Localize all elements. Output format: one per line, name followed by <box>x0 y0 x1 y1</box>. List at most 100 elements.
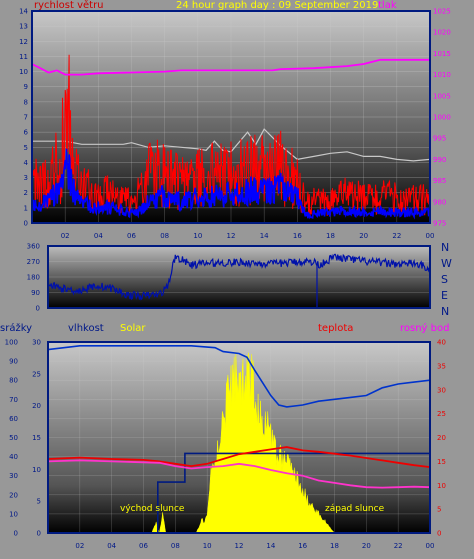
rain-tick-label: 10 <box>32 466 41 474</box>
rain-tick-label: 0 <box>37 530 41 538</box>
rain-tick-label: 15 <box>32 434 41 442</box>
wind-tick-label: 4 <box>24 159 29 167</box>
rain-tick-label: 25 <box>32 370 41 378</box>
temperature-time-tick: 02 <box>75 542 84 550</box>
direction-tick-label: 180 <box>27 274 40 282</box>
temperature-tick-label: 30 <box>437 386 446 394</box>
temperature-frame <box>47 341 431 534</box>
wind-series <box>31 54 431 220</box>
temperature-tick-label: 0 <box>437 530 441 538</box>
temperature-line <box>47 446 431 468</box>
temperature-time-axis: 02 04 06 08 10 12 14 16 18 20 22 00 <box>75 542 434 550</box>
wind-time-tick: 06 <box>127 232 136 240</box>
chart-title: 24 hour graph day : 09 September 2019 <box>176 0 379 11</box>
wind-time-tick: 12 <box>227 232 236 240</box>
direction-axis: 0 90 180 270 360 <box>27 243 40 313</box>
pressure-tick-label: 990 <box>433 156 446 164</box>
temperature-tick-label: 10 <box>437 482 446 490</box>
direction-tick-label: 270 <box>27 258 40 266</box>
humidity-tick-label: 50 <box>9 434 18 442</box>
temperature-time-tick: 20 <box>362 542 371 550</box>
sunrise-label: východ slunce <box>120 504 185 514</box>
pressure-tick-label: 1020 <box>433 29 451 37</box>
direction-tick-label: 90 <box>31 289 40 297</box>
wind-tick-label: 13 <box>19 23 28 31</box>
humidity-tick-label: 30 <box>9 472 18 480</box>
temperature-tick-label: 20 <box>437 434 446 442</box>
humidity-tick-label: 80 <box>9 377 18 385</box>
rain-label: srážky <box>0 323 33 334</box>
humidity-tick-label: 20 <box>9 491 18 499</box>
solar-label: Solar <box>120 323 146 334</box>
wind-tick-label: 0 <box>24 220 28 228</box>
humidity-tick-label: 60 <box>9 415 18 423</box>
temperature-time-tick: 18 <box>330 542 339 550</box>
wind-tick-label: 14 <box>19 8 28 16</box>
direction-plot-area <box>48 246 430 308</box>
wind-time-tick: 22 <box>392 232 401 240</box>
compass-n-bottom: N <box>441 305 450 318</box>
wind-tick-label: 12 <box>19 38 28 46</box>
humidity-tick-label: 10 <box>9 510 18 518</box>
temperature-time-tick: 08 <box>171 542 180 550</box>
humidity-tick-label: 90 <box>9 358 18 366</box>
pressure-line <box>31 58 430 76</box>
compass-w: W <box>441 257 452 270</box>
grey-series-line <box>32 128 431 162</box>
pressure-tick-label: 1005 <box>433 92 451 100</box>
pressure-tick-label: 980 <box>433 198 446 206</box>
wind-time-tick: 18 <box>326 232 335 240</box>
direction-tick-label: 360 <box>27 243 40 251</box>
wind-time-tick: 14 <box>260 232 269 240</box>
wind-frame <box>31 10 431 224</box>
humidity-tick-label: 70 <box>9 396 18 404</box>
pressure-axis: 975 980 985 990 995 1000 1005 1010 1015 1020 1025 <box>433 8 451 228</box>
rain-tick-label: 20 <box>32 402 41 410</box>
wind-time-tick: 20 <box>359 232 368 240</box>
temperature-time-tick: 04 <box>107 542 116 550</box>
rain-tick-label: 5 <box>37 498 41 506</box>
temperature-time-tick: 10 <box>203 542 212 550</box>
pressure-tick-label: 995 <box>433 135 446 143</box>
compass-s: S <box>441 273 448 286</box>
pressure-tick-label: 1015 <box>433 50 451 58</box>
wind-tick-label: 1 <box>24 204 28 212</box>
direction-series <box>47 253 430 308</box>
sunset-label: západ slunce <box>325 504 385 514</box>
wind-tick-label: 11 <box>19 53 28 61</box>
wind-tick-label: 7 <box>24 114 28 122</box>
wind-tick-label: 3 <box>24 174 28 182</box>
direction-line <box>47 253 430 301</box>
wind-time-axis: 02 04 06 08 10 12 14 16 18 20 22 00 <box>61 232 435 240</box>
wind-speed-label: rychlost větru <box>34 0 104 11</box>
pressure-label: tlak <box>378 0 397 11</box>
direction-frame <box>47 245 431 309</box>
direction-tick-label: 0 <box>36 305 40 313</box>
rain-tick-label: 30 <box>32 339 41 347</box>
wind-tick-label: 6 <box>24 129 29 137</box>
compass-e: E <box>441 289 448 302</box>
wind-average-line <box>31 148 431 220</box>
pressure-tick-label: 975 <box>433 220 446 228</box>
temperature-axis: 0 5 10 15 20 25 30 35 40 <box>437 339 446 538</box>
temperature-tick-label: 25 <box>437 410 446 418</box>
humidity-line <box>47 345 431 408</box>
temperature-label: teplota <box>318 323 354 334</box>
temperature-tick-label: 15 <box>437 458 446 466</box>
dewpoint-label: rosný bod <box>400 323 450 334</box>
wind-tick-label: 9 <box>24 83 28 91</box>
temperature-tick-label: 5 <box>437 506 441 514</box>
humidity-axis: 0 10 20 30 40 50 60 70 80 90 100 <box>5 339 18 538</box>
temperature-time-tick: 16 <box>298 542 307 550</box>
wind-time-tick: 10 <box>193 232 202 240</box>
humidity-label: vlhkost <box>68 323 104 334</box>
wind-tick-label: 2 <box>24 189 28 197</box>
wind-time-tick: 08 <box>160 232 169 240</box>
pressure-tick-label: 1000 <box>433 114 451 122</box>
pressure-tick-label: 1010 <box>433 71 451 79</box>
wind-time-tick: 16 <box>293 232 302 240</box>
wind-time-tick: 04 <box>94 232 103 240</box>
rain-axis: 0 5 10 15 20 25 30 <box>32 339 41 538</box>
humidity-tick-label: 40 <box>9 453 18 461</box>
